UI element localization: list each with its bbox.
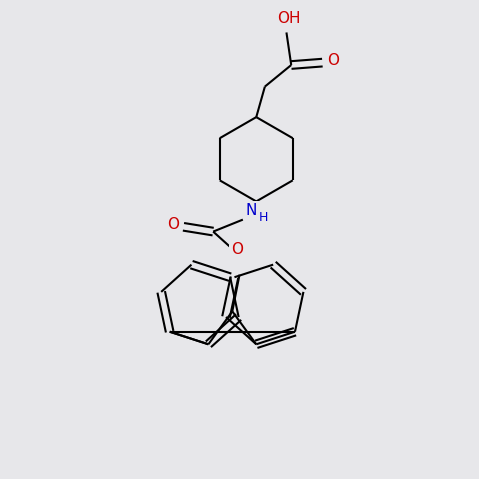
Text: H: H: [258, 211, 268, 224]
Text: N: N: [246, 204, 257, 218]
Text: OH: OH: [277, 11, 301, 25]
Text: O: O: [167, 217, 179, 232]
Text: O: O: [231, 242, 243, 257]
Text: O: O: [327, 53, 339, 68]
